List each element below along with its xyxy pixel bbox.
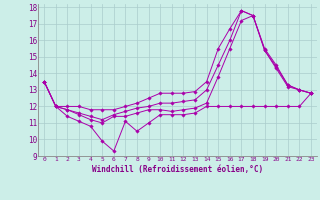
- X-axis label: Windchill (Refroidissement éolien,°C): Windchill (Refroidissement éolien,°C): [92, 165, 263, 174]
